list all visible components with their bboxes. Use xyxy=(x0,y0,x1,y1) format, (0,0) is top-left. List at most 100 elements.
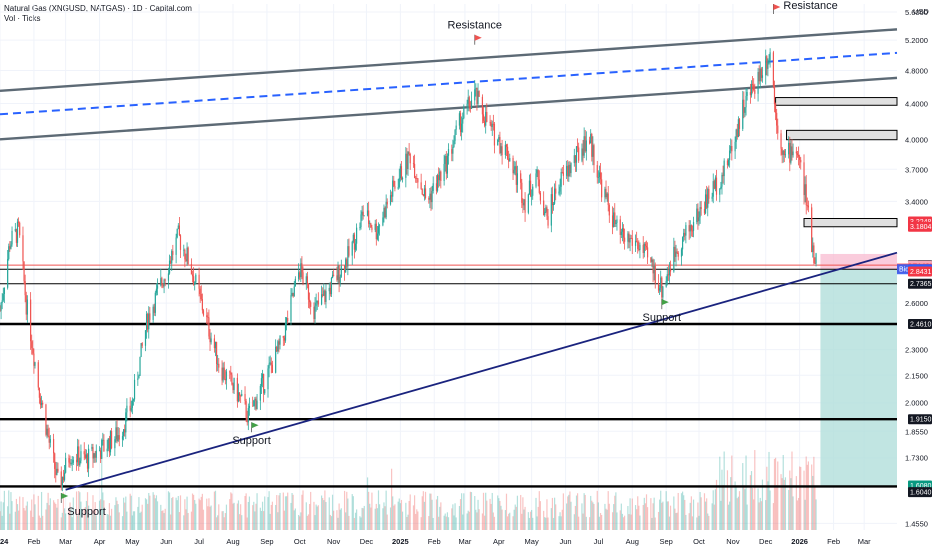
volume-bar xyxy=(22,497,24,530)
candle-down xyxy=(738,119,741,129)
volume-bar xyxy=(642,504,644,530)
volume-bar xyxy=(699,491,701,530)
candle-down xyxy=(780,133,782,149)
x-tick-label: Aug xyxy=(226,537,239,546)
volume-bar xyxy=(583,493,585,530)
candle-down xyxy=(230,372,232,375)
volume-bar xyxy=(498,498,500,530)
candle-down xyxy=(599,172,602,180)
price-tag-prefix: Bid xyxy=(899,267,909,274)
volume-bar xyxy=(490,503,492,530)
candle-up xyxy=(80,451,82,461)
candle-down xyxy=(547,216,549,226)
volume-bar xyxy=(421,496,423,530)
candle-down xyxy=(807,205,809,208)
volume-bar xyxy=(278,495,280,530)
volume-bar xyxy=(630,514,632,530)
candle-up xyxy=(545,207,547,212)
volume-bar xyxy=(720,500,722,530)
x-tick-label: Dec xyxy=(759,537,773,546)
volume-bar xyxy=(206,498,208,530)
candle-down xyxy=(324,290,326,302)
volume-bar xyxy=(275,504,277,530)
candle-down xyxy=(657,283,660,291)
volume-bar xyxy=(524,506,526,530)
volume-bar xyxy=(562,493,564,530)
volume-bar xyxy=(606,509,608,530)
time-axis[interactable]: 2024 Feb Mar Apr May Jun Jul Aug Sep Oct Nov Dec 202… xyxy=(0,537,871,546)
candle-down xyxy=(697,208,699,222)
candle-down xyxy=(596,165,598,178)
volume-bar xyxy=(799,466,801,530)
volume-bar xyxy=(60,517,62,530)
candle-down xyxy=(118,435,120,440)
candle-up xyxy=(467,97,469,104)
candle-down xyxy=(490,122,492,127)
candle-up xyxy=(16,221,19,243)
volume-bar xyxy=(509,512,511,530)
volume-bar xyxy=(138,497,140,530)
volume-bar xyxy=(315,504,317,530)
candle-up xyxy=(85,454,88,459)
candle-down xyxy=(520,173,522,183)
volume-bar xyxy=(707,513,709,530)
candle-down xyxy=(238,392,241,396)
candle-up xyxy=(359,227,361,228)
volume-bar xyxy=(666,501,668,530)
volume-bar xyxy=(55,503,57,530)
volume-bar xyxy=(528,517,531,530)
trendline xyxy=(65,251,898,491)
candle-up xyxy=(137,378,139,380)
volume-bar xyxy=(430,493,432,530)
volume-bar xyxy=(803,470,805,530)
price-axis[interactable]: 5.6000 5.2000 4.8000 4.4000 4.0000 3.7000 3.40… xyxy=(905,8,928,528)
volume-bar xyxy=(254,511,256,530)
candle-down xyxy=(814,262,816,264)
candle-up xyxy=(284,322,287,341)
candle-down xyxy=(229,371,231,373)
candle-down xyxy=(555,188,557,194)
volume-bar xyxy=(463,493,465,530)
volume-bar xyxy=(222,511,224,530)
candle-up xyxy=(566,165,568,176)
volume-bar xyxy=(377,490,380,530)
candle-up xyxy=(264,389,266,394)
candle-up xyxy=(261,373,264,379)
volume-bar xyxy=(25,505,27,530)
volume-bar xyxy=(115,497,117,530)
candle-down xyxy=(524,199,526,213)
volume-bar xyxy=(3,490,5,530)
candle-up xyxy=(323,290,325,296)
candle-up xyxy=(768,60,770,62)
candle-down xyxy=(459,113,462,133)
candle-up xyxy=(277,341,279,352)
candle-up xyxy=(597,177,599,178)
volume-bar xyxy=(405,502,407,530)
candle-down xyxy=(476,88,478,104)
volume-bar xyxy=(56,507,58,530)
candle-down xyxy=(245,400,247,418)
volume-bar xyxy=(54,502,56,530)
candle-down xyxy=(271,364,273,373)
volume-bar xyxy=(660,490,662,530)
candle-up xyxy=(3,287,5,294)
volume-bar xyxy=(100,499,102,530)
candle-up xyxy=(453,140,455,147)
x-tick-label: Mar xyxy=(59,537,72,546)
volume-bar xyxy=(141,504,143,530)
volume-bar xyxy=(696,517,698,530)
candle-up xyxy=(812,245,814,252)
volume-bar xyxy=(267,497,269,530)
volume-bar xyxy=(415,513,417,530)
volume-bar xyxy=(313,501,315,530)
volume-bar xyxy=(438,516,440,530)
candle-up xyxy=(737,119,739,137)
price-tag xyxy=(908,319,932,330)
candle-up xyxy=(685,225,687,236)
volume-bar xyxy=(276,495,278,530)
volume-bar xyxy=(16,504,19,530)
volume-bar xyxy=(241,515,243,530)
y-tick-label: 5.2000 xyxy=(905,36,928,45)
volume-bar xyxy=(68,508,70,530)
